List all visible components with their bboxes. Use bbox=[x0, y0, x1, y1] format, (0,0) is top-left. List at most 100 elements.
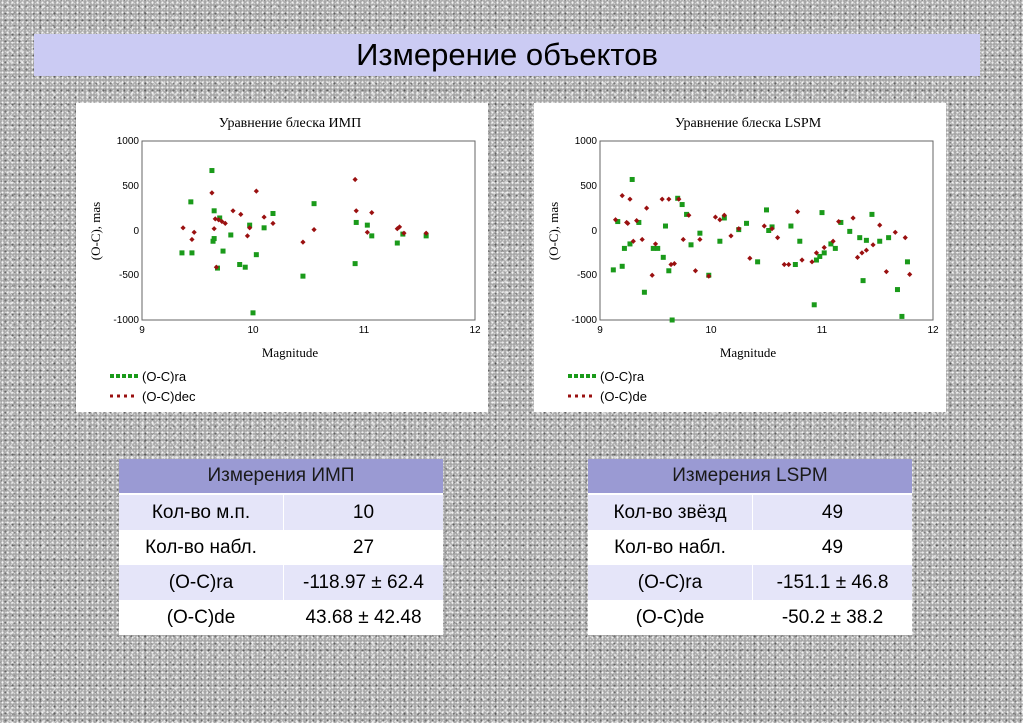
data-point-ra bbox=[857, 235, 863, 241]
table-cell-value: -118.97 ± 62.4 bbox=[283, 565, 443, 600]
stats-table-imp: Измерения ИМП Кол-во м.п. 10 Кол-во набл… bbox=[119, 459, 443, 635]
data-point-ra bbox=[641, 289, 647, 295]
chart-lspm: Уравнение блеска LSPM 1000 500 0 -500 -1… bbox=[546, 116, 939, 404]
data-point-ra bbox=[832, 245, 838, 251]
table-row: Кол-во звёзд 49 bbox=[588, 494, 912, 530]
data-point-ra bbox=[764, 207, 769, 213]
data-point-dec bbox=[352, 176, 358, 183]
data-point-dec bbox=[649, 272, 655, 278]
data-point-ra bbox=[684, 211, 690, 217]
data-point-ra bbox=[261, 225, 267, 231]
data-point-ra bbox=[237, 262, 243, 268]
data-point-ra bbox=[662, 223, 668, 229]
data-point-ra bbox=[179, 250, 185, 256]
data-point-dec bbox=[836, 218, 842, 225]
y-axis-label: (O-C), mas bbox=[88, 202, 103, 261]
data-point-dec bbox=[747, 255, 753, 261]
x-tick-label: 12 bbox=[927, 325, 939, 336]
data-point-ra bbox=[811, 302, 817, 308]
data-point-ra bbox=[788, 223, 794, 229]
data-point-dec bbox=[728, 233, 734, 239]
data-point-dec bbox=[769, 226, 775, 232]
data-point-dec bbox=[775, 235, 781, 241]
data-point-dec bbox=[859, 250, 865, 256]
data-point-ra bbox=[220, 248, 226, 254]
data-point-dec bbox=[300, 239, 306, 245]
y-axis-label: (O-C), mas bbox=[546, 202, 561, 261]
x-tick-label: 9 bbox=[139, 325, 145, 336]
data-point-dec bbox=[311, 227, 317, 233]
y-tick-label: 1000 bbox=[117, 136, 140, 147]
x-tick-label: 11 bbox=[817, 325, 828, 336]
data-point-ra bbox=[894, 287, 900, 293]
data-point-ra bbox=[797, 238, 803, 244]
data-point-ra bbox=[766, 228, 772, 233]
chart-panel-lspm: Уравнение блеска LSPM 1000 500 0 -500 -1… bbox=[534, 103, 946, 412]
data-point-ra bbox=[819, 210, 825, 216]
data-point-ra bbox=[863, 237, 869, 243]
data-point-ra bbox=[629, 176, 635, 182]
data-point-ra bbox=[869, 211, 875, 217]
data-points bbox=[179, 168, 429, 316]
x-tick-label: 12 bbox=[469, 325, 481, 336]
data-point-dec bbox=[659, 196, 665, 202]
data-point-dec bbox=[712, 214, 719, 220]
data-point-ra bbox=[189, 250, 195, 256]
legend-ra-label: (O-C)ra bbox=[600, 369, 645, 384]
data-point-dec bbox=[394, 226, 400, 232]
data-point-ra bbox=[847, 228, 853, 234]
data-point-dec bbox=[253, 188, 259, 194]
data-point-ra bbox=[369, 233, 375, 239]
table-cell-label: (O-C)de bbox=[588, 600, 753, 635]
table-cell-label: Кол-во набл. bbox=[119, 530, 284, 565]
data-point-dec bbox=[634, 218, 640, 224]
x-axis-label: Magnitude bbox=[720, 345, 777, 360]
data-point-dec bbox=[369, 210, 375, 216]
data-point-ra bbox=[619, 263, 625, 269]
data-point-dec bbox=[180, 225, 186, 231]
table-cell-value: 49 bbox=[752, 530, 912, 565]
data-point-ra bbox=[886, 235, 892, 241]
data-point-dec bbox=[680, 236, 686, 243]
data-point-ra bbox=[615, 219, 621, 225]
data-point-dec bbox=[794, 209, 801, 215]
data-point-ra bbox=[669, 317, 675, 323]
data-point-ra bbox=[352, 261, 358, 267]
table-cell-label: (O-C)de bbox=[119, 600, 284, 635]
data-point-dec bbox=[892, 229, 898, 235]
table-cell-label: Кол-во звёзд bbox=[588, 494, 753, 530]
data-point-dec bbox=[902, 235, 908, 241]
data-point-dec bbox=[870, 242, 876, 248]
x-tick-label: 10 bbox=[247, 325, 259, 336]
x-tick-label: 11 bbox=[359, 325, 370, 336]
table-row: (O-C)de -50.2 ± 38.2 bbox=[588, 600, 912, 635]
data-point-ra bbox=[211, 208, 217, 214]
data-point-dec bbox=[883, 269, 889, 275]
data-point-ra bbox=[813, 257, 819, 263]
data-point-ra bbox=[828, 241, 834, 247]
data-point-ra bbox=[792, 262, 798, 268]
table-cell-label: (O-C)ra bbox=[588, 565, 753, 600]
legend-dec-label: (O-C)dec bbox=[142, 389, 196, 404]
data-point-dec bbox=[717, 217, 723, 223]
table-row: (O-C)ra -118.97 ± 62.4 bbox=[119, 565, 443, 600]
data-point-dec bbox=[222, 220, 228, 226]
data-point-ra bbox=[650, 245, 656, 251]
data-point-ra bbox=[423, 233, 429, 239]
table-cell-label: Кол-во набл. bbox=[588, 530, 753, 565]
data-point-dec bbox=[625, 220, 631, 226]
data-point-dec bbox=[211, 226, 217, 232]
table-header: Измерения LSPM bbox=[588, 459, 912, 495]
data-point-ra bbox=[242, 264, 248, 270]
data-point-dec bbox=[863, 247, 869, 253]
data-point-dec bbox=[799, 257, 805, 263]
data-point-dec bbox=[809, 259, 815, 265]
y-tick-group: 1000 500 0 -500 -1000 bbox=[571, 136, 597, 326]
data-point-dec bbox=[786, 261, 792, 268]
data-point-dec bbox=[401, 230, 407, 236]
data-point-dec bbox=[189, 236, 195, 243]
data-point-ra bbox=[904, 259, 910, 265]
data-point-ra bbox=[877, 238, 883, 244]
data-point-ra bbox=[860, 278, 866, 284]
data-point-ra bbox=[688, 242, 694, 248]
